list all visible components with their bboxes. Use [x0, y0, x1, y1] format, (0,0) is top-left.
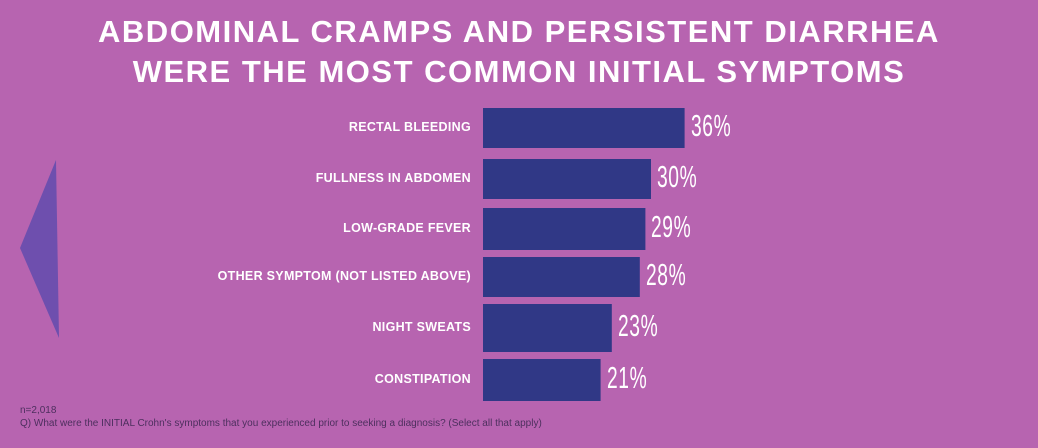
bar-1: [483, 159, 651, 199]
chart-title-line-1: Abdominal cramps and persistent diarrhea: [98, 14, 940, 49]
category-label: LOW-GRADE FEVER: [343, 221, 471, 235]
category-label: OTHER SYMPTOM (NOT LISTED ABOVE): [217, 269, 471, 283]
value-label: 21%: [606, 360, 647, 395]
bar-3: [483, 257, 640, 297]
value-label: 23%: [617, 308, 659, 343]
category-label: CONSTIPATION: [374, 372, 471, 386]
category-label: NIGHT SWEATS: [372, 320, 471, 334]
bar-5: [483, 359, 601, 401]
survey-question: Q) What were the INITIAL Crohn's symptom…: [20, 418, 542, 429]
value-label: 36%: [690, 108, 731, 143]
bar-4: [483, 304, 612, 352]
left-arrow-icon: [20, 160, 59, 338]
value-label: 30%: [657, 159, 698, 194]
bar-2: [483, 208, 646, 250]
bar-0: [483, 108, 685, 148]
chart-title-line-2: were the most common initial symptoms: [132, 54, 906, 89]
category-label: RECTAL BLEEDING: [348, 120, 471, 134]
value-label: 28%: [645, 257, 687, 292]
sample-size: n=2,018: [20, 405, 57, 416]
value-label: 29%: [651, 209, 692, 244]
category-label: FULLNESS IN ABDOMEN: [315, 171, 471, 185]
